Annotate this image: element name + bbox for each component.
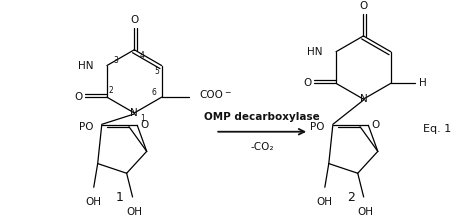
Text: N: N — [360, 94, 367, 104]
Text: 5: 5 — [154, 67, 159, 76]
Text: O: O — [74, 92, 82, 102]
Text: PO: PO — [79, 122, 93, 132]
Text: O: O — [359, 1, 367, 11]
Text: Eq. 1: Eq. 1 — [423, 124, 452, 134]
Text: O: O — [303, 78, 311, 88]
Text: OH: OH — [86, 197, 102, 207]
Text: COO: COO — [199, 90, 223, 100]
Text: PO: PO — [310, 122, 325, 132]
Text: HN: HN — [78, 61, 93, 71]
Text: OH: OH — [127, 207, 143, 217]
Text: O: O — [371, 120, 379, 130]
Text: 6: 6 — [151, 88, 156, 97]
Text: -CO₂: -CO₂ — [250, 141, 274, 152]
Text: −: − — [224, 88, 230, 97]
Text: N: N — [130, 108, 138, 118]
Text: HN: HN — [307, 47, 322, 57]
Text: 2: 2 — [109, 86, 113, 95]
Text: 4: 4 — [140, 51, 145, 60]
Text: OH: OH — [317, 197, 333, 207]
Text: O: O — [130, 15, 138, 25]
Text: O: O — [140, 120, 148, 130]
Text: 1: 1 — [116, 191, 123, 204]
Text: OMP decarboxylase: OMP decarboxylase — [204, 112, 320, 122]
Text: 1: 1 — [140, 114, 145, 123]
Text: H: H — [419, 78, 426, 88]
Text: OH: OH — [357, 207, 374, 217]
Text: 2: 2 — [346, 191, 355, 204]
Text: 3: 3 — [113, 56, 118, 65]
